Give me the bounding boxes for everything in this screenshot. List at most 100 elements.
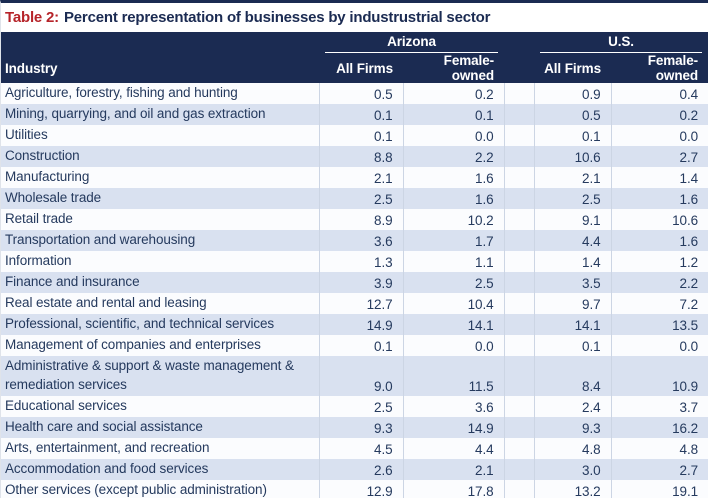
industry-cell: Accommodation and food services xyxy=(5,461,209,476)
table-title-label: Table 2: xyxy=(5,9,59,26)
table-row: Management of companies and enterprises 0… xyxy=(1,335,708,356)
value-cell-us-female-owned: 2.7 xyxy=(610,146,708,167)
industry-cell: Construction xyxy=(5,148,80,163)
value-cell-us-all-firms: 8.4 xyxy=(533,356,611,396)
value-cell-az-female-owned: 1.7 xyxy=(402,230,504,251)
value-cell-us-all-firms: 13.2 xyxy=(533,480,611,498)
value-cell-us-female-owned: 10.6 xyxy=(610,209,708,230)
value-cell-us-all-firms: 9.1 xyxy=(533,209,611,230)
data-table: Arizona U.S. Industry All Firms Female-o… xyxy=(1,32,708,498)
value-cell-az-all-firms: 0.1 xyxy=(318,335,403,356)
industry-cell: Wholesale trade xyxy=(5,190,102,205)
value-cell-az-all-firms: 3.6 xyxy=(318,230,403,251)
value-cell-az-female-owned: 2.1 xyxy=(402,459,504,480)
industry-cell: Information xyxy=(5,253,72,268)
value-cell-us-all-firms: 4.8 xyxy=(533,438,611,459)
value-cell-az-all-firms: 0.5 xyxy=(318,83,403,104)
column-group-us-label: U.S. xyxy=(540,33,703,53)
value-cell-us-female-owned: 3.7 xyxy=(610,396,708,417)
header-spacer xyxy=(1,32,319,53)
table-row: Real estate and rental and leasing 12.7 10… xyxy=(1,293,708,314)
table-body: Agriculture, forestry, fishing and hunti… xyxy=(1,83,708,498)
value-cell-az-all-firms: 0.1 xyxy=(318,125,403,146)
spacer-cell xyxy=(503,459,534,480)
value-cell-us-all-firms: 9.3 xyxy=(533,417,611,438)
value-cell-us-all-firms: 1.4 xyxy=(533,251,611,272)
value-cell-az-all-firms: 9.0 xyxy=(318,356,403,396)
table-title-text: Percent representation of businesses by … xyxy=(63,9,491,26)
table-row: Construction 8.8 2.2 10.6 2.7 xyxy=(1,146,708,167)
industry-cell: Transportation and warehousing xyxy=(5,232,196,247)
industry-cell: Manufacturing xyxy=(5,169,90,184)
column-header-industry: Industry xyxy=(1,53,319,83)
value-cell-az-all-firms: 2.1 xyxy=(318,167,403,188)
value-cell-az-female-owned: 0.0 xyxy=(402,125,504,146)
value-cell-us-female-owned: 2.7 xyxy=(610,459,708,480)
value-cell-us-female-owned: 0.2 xyxy=(610,104,708,125)
value-cell-az-female-owned: 3.6 xyxy=(402,396,504,417)
value-cell-us-all-firms: 2.1 xyxy=(533,167,611,188)
value-cell-us-all-firms: 2.4 xyxy=(533,396,611,417)
industry-cell: Finance and insurance xyxy=(5,274,140,289)
value-cell-us-female-owned: 1.2 xyxy=(610,251,708,272)
table-row: Agriculture, forestry, fishing and hunti… xyxy=(1,83,708,104)
table-row: Educational services 2.5 3.6 2.4 3.7 xyxy=(1,396,708,417)
spacer-cell xyxy=(503,396,534,417)
value-cell-az-all-firms: 12.7 xyxy=(318,293,403,314)
value-cell-az-female-owned: 0.0 xyxy=(402,335,504,356)
column-header-az-female-owned: Female-owned xyxy=(403,53,504,83)
spacer-cell xyxy=(503,417,534,438)
spacer-cell xyxy=(503,167,534,188)
industry-cell: Educational services xyxy=(5,398,127,413)
value-cell-az-female-owned: 11.5 xyxy=(402,356,504,396)
value-cell-us-female-owned: 7.2 xyxy=(610,293,708,314)
value-cell-us-female-owned: 0.4 xyxy=(610,83,708,104)
column-group-arizona: Arizona xyxy=(319,32,504,53)
value-cell-az-female-owned: 10.4 xyxy=(402,293,504,314)
spacer-cell xyxy=(503,125,534,146)
value-cell-us-female-owned: 16.2 xyxy=(610,417,708,438)
value-cell-us-female-owned: 1.6 xyxy=(610,230,708,251)
value-cell-az-female-owned: 14.1 xyxy=(402,314,504,335)
value-cell-az-all-firms: 1.3 xyxy=(318,251,403,272)
value-cell-az-all-firms: 2.5 xyxy=(318,396,403,417)
table-row: Transportation and warehousing 3.6 1.7 4.4 1… xyxy=(1,230,708,251)
value-cell-az-all-firms: 12.9 xyxy=(318,480,403,498)
value-cell-us-all-firms: 0.5 xyxy=(533,104,611,125)
value-cell-us-all-firms: 0.1 xyxy=(533,335,611,356)
value-cell-az-all-firms: 0.1 xyxy=(318,104,403,125)
table-row: Arts, entertainment, and recreation 4.5 4.… xyxy=(1,438,708,459)
value-cell-az-female-owned: 0.1 xyxy=(402,104,504,125)
value-cell-us-female-owned: 2.2 xyxy=(610,272,708,293)
value-cell-az-female-owned: 10.2 xyxy=(402,209,504,230)
spacer-cell xyxy=(503,335,534,356)
value-cell-us-all-firms: 3.5 xyxy=(533,272,611,293)
value-cell-az-all-firms: 2.6 xyxy=(318,459,403,480)
table-row: Manufacturing 2.1 1.6 2.1 1.4 xyxy=(1,167,708,188)
value-cell-us-all-firms: 0.9 xyxy=(533,83,611,104)
industry-cell: Real estate and rental and leasing xyxy=(5,295,207,310)
industry-cell: Professional, scientific, and technical … xyxy=(5,316,275,331)
value-cell-az-all-firms: 8.8 xyxy=(318,146,403,167)
table-row: Finance and insurance 3.9 2.5 3.5 2.2 xyxy=(1,272,708,293)
industry-cell: Administrative & support & waste managem… xyxy=(5,358,294,392)
spacer-cell xyxy=(503,209,534,230)
table-row: Professional, scientific, and technical … xyxy=(1,314,708,335)
value-cell-us-all-firms: 14.1 xyxy=(533,314,611,335)
industry-cell: Mining, quarrying, and oil and gas extra… xyxy=(5,106,266,121)
table-row: Administrative & support & waste managem… xyxy=(1,356,708,396)
value-cell-us-female-owned: 13.5 xyxy=(610,314,708,335)
value-cell-az-female-owned: 1.6 xyxy=(402,167,504,188)
value-cell-us-all-firms: 2.5 xyxy=(533,188,611,209)
value-cell-us-female-owned: 19.1 xyxy=(610,480,708,498)
value-cell-us-female-owned: 0.0 xyxy=(610,125,708,146)
column-header-row: Industry All Firms Female-owned All Firm… xyxy=(1,53,708,83)
column-header-us-all-firms: All Firms xyxy=(534,53,611,83)
spacer-cell xyxy=(503,480,534,498)
value-cell-az-all-firms: 3.9 xyxy=(318,272,403,293)
column-header-az-all-firms: All Firms xyxy=(319,53,403,83)
value-cell-az-female-owned: 4.4 xyxy=(402,438,504,459)
value-cell-us-all-firms: 10.6 xyxy=(533,146,611,167)
spacer-cell xyxy=(503,83,534,104)
